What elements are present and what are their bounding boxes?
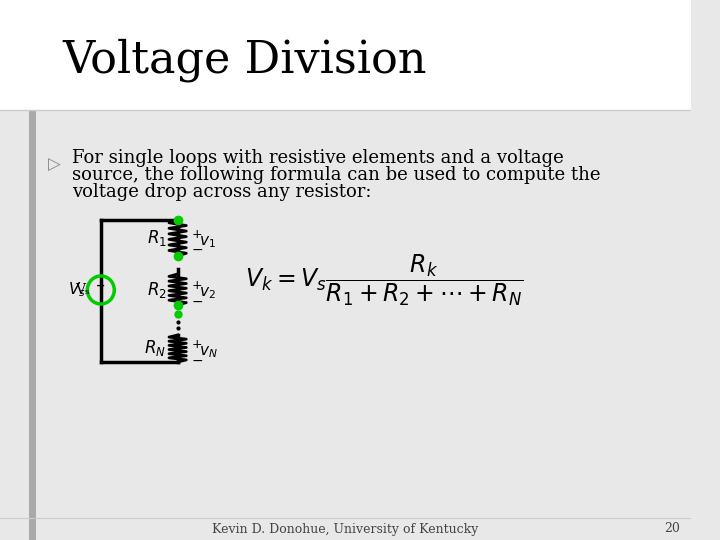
Text: −: − <box>191 354 202 368</box>
Bar <box>29 110 37 540</box>
Text: $v_N$: $v_N$ <box>199 345 217 360</box>
Text: $V_k = V_s \dfrac{R_k}{R_1 + R_2 + \cdots + R_N}$: $V_k = V_s \dfrac{R_k}{R_1 + R_2 + \cdot… <box>245 252 523 308</box>
Text: −: − <box>191 243 202 257</box>
Text: Vₛ: Vₛ <box>75 283 89 297</box>
Text: +: + <box>192 338 202 351</box>
Text: $R_N$: $R_N$ <box>143 339 166 359</box>
Text: Voltage Division: Voltage Division <box>63 38 427 82</box>
Text: $V_s$: $V_s$ <box>68 281 86 299</box>
Text: ▷: ▷ <box>48 157 60 173</box>
Text: +: + <box>192 279 202 292</box>
Text: $v_1$: $v_1$ <box>199 234 215 250</box>
Bar <box>0 0 691 110</box>
Text: Kevin D. Donohue, University of Kentucky: Kevin D. Donohue, University of Kentucky <box>212 523 479 536</box>
Bar <box>0 110 691 540</box>
Text: voltage drop across any resistor:: voltage drop across any resistor: <box>72 183 372 201</box>
Text: 20: 20 <box>665 523 680 536</box>
Text: source, the following formula can be used to compute the: source, the following formula can be use… <box>72 166 600 184</box>
Text: −: − <box>191 294 202 308</box>
Text: +: + <box>192 227 202 240</box>
Text: $R_2$: $R_2$ <box>147 280 166 300</box>
Text: For single loops with resistive elements and a voltage: For single loops with resistive elements… <box>72 149 564 167</box>
Text: $R_1$: $R_1$ <box>147 228 166 248</box>
Text: +: + <box>96 281 105 291</box>
Text: $v_2$: $v_2$ <box>199 286 215 301</box>
